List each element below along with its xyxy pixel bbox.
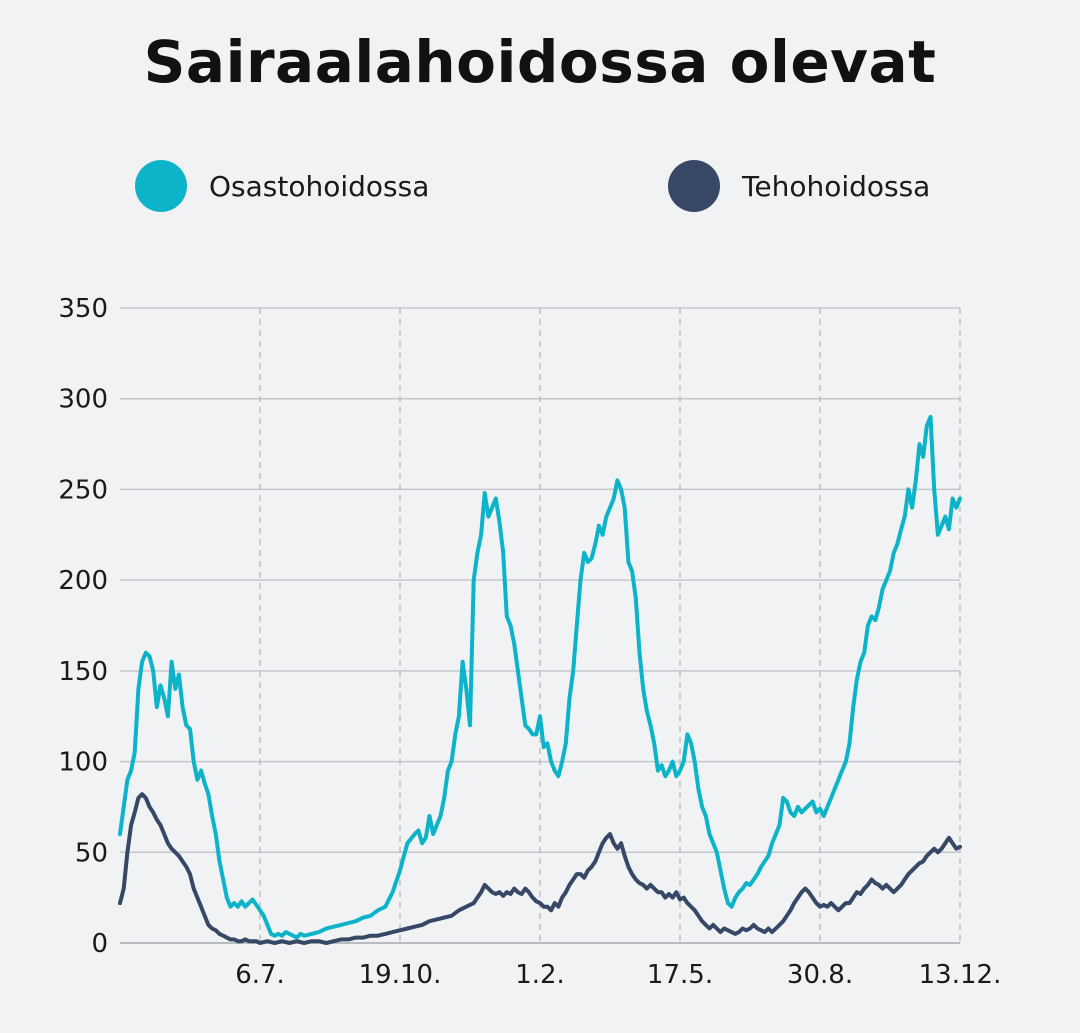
x-tick-label: 13.12. [919, 960, 1002, 990]
legend-item-osastohoidossa: Osastohoidossa [135, 160, 429, 212]
x-tick-label: 19.10. [359, 960, 442, 990]
y-tick-label: 0 [91, 929, 108, 959]
legend-label-tehohoidossa: Tehohoidossa [742, 169, 931, 203]
y-tick-label: 150 [58, 657, 108, 687]
y-tick-label: 200 [58, 566, 108, 596]
legend-dot-osastohoidossa [135, 160, 187, 212]
series-line-osastohoidossa [118, 414, 962, 940]
y-tick-label: 50 [75, 838, 108, 868]
y-tick-label: 350 [58, 294, 108, 324]
x-tick-label: 17.5. [647, 960, 713, 990]
chart-title: Sairaalahoidossa olevat [143, 28, 937, 96]
y-tick-label: 250 [58, 475, 108, 505]
y-tick-label: 100 [58, 748, 108, 778]
x-tick-label: 1.2. [515, 960, 565, 990]
legend-dot-tehohoidossa [668, 160, 720, 212]
x-tick-label: 6.7. [235, 960, 285, 990]
legend-item-tehohoidossa: Tehohoidossa [668, 160, 930, 212]
x-tick-label: 30.8. [787, 960, 853, 990]
series-line-tehohoidossa [118, 792, 962, 945]
y-tick-label: 300 [58, 385, 108, 415]
legend-label-osastohoidossa: Osastohoidossa [209, 169, 430, 203]
